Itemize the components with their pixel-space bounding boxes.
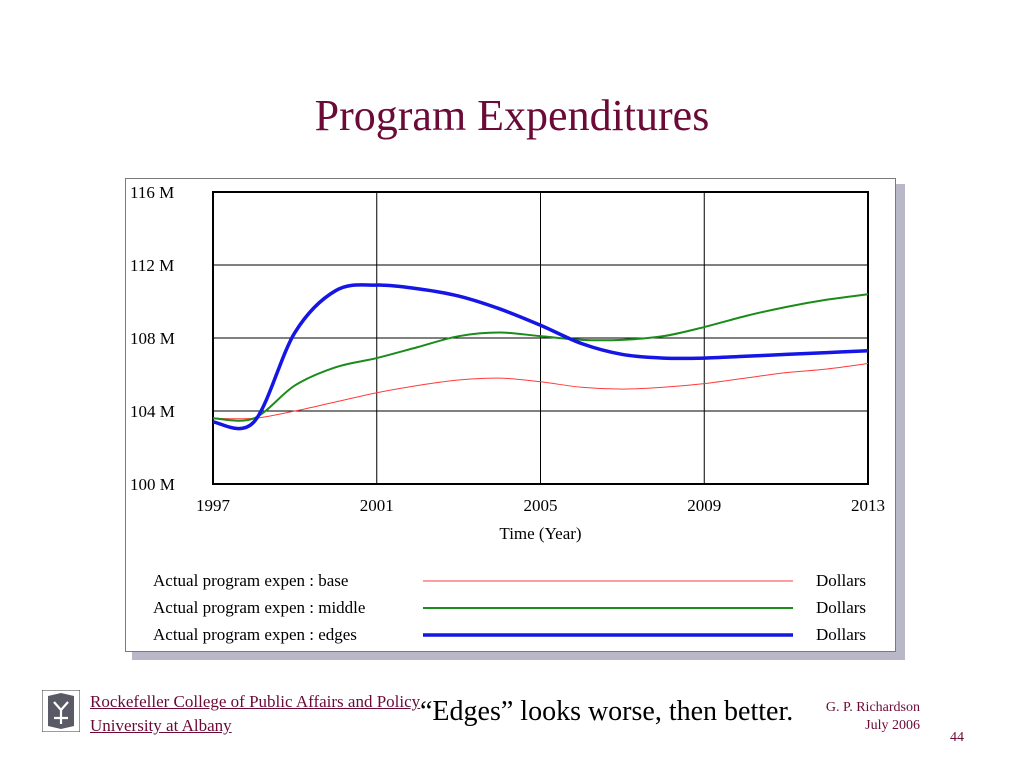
series-line-0 [212, 363, 869, 420]
footer-college-name: Rockefeller College of Public Affairs an… [90, 692, 421, 711]
y-tick-label: 100 M [130, 475, 175, 494]
slide-number: 44 [950, 730, 964, 745]
y-tick-label: 116 M [130, 183, 174, 202]
legend-unit-label: Dollars [816, 571, 866, 590]
plot-border [212, 191, 869, 485]
x-tick-label: 1997 [196, 496, 231, 515]
rockefeller-logo-icon [41, 689, 81, 733]
legend-unit-label: Dollars [816, 598, 866, 617]
footer-author: G. P. Richardson [825, 700, 920, 715]
series-line-2 [212, 283, 869, 431]
legend-entry-label: Actual program expen : edges [153, 625, 357, 644]
x-tick-label: 2013 [851, 496, 885, 515]
x-tick-label: 2005 [524, 496, 558, 515]
series-line-1 [212, 293, 869, 422]
y-tick-label: 112 M [130, 256, 174, 275]
slide-title: Program Expenditures [314, 91, 710, 140]
legend-entry-label: Actual program expen : base [153, 571, 348, 590]
x-axis-label: Time (Year) [499, 524, 581, 543]
footer-date: July 2006 [865, 718, 920, 733]
slide-caption: “Edges” looks worse, then better. [420, 696, 794, 727]
y-tick-label: 108 M [130, 329, 175, 348]
chart-frame: 100 M 104 M 108 M 112 M 116 M 1997 2001 2005 200… [125, 178, 896, 652]
legend-unit-label: Dollars [816, 625, 866, 644]
line-chart: 100 M 104 M 108 M 112 M 116 M 1997 2001 2005 200… [130, 183, 885, 644]
x-tick-label: 2009 [687, 496, 721, 515]
y-tick-label: 104 M [130, 402, 175, 421]
legend-entry-label: Actual program expen : middle [153, 598, 365, 617]
footer-university-name: University at Albany [90, 716, 232, 735]
x-tick-label: 2001 [360, 496, 394, 515]
